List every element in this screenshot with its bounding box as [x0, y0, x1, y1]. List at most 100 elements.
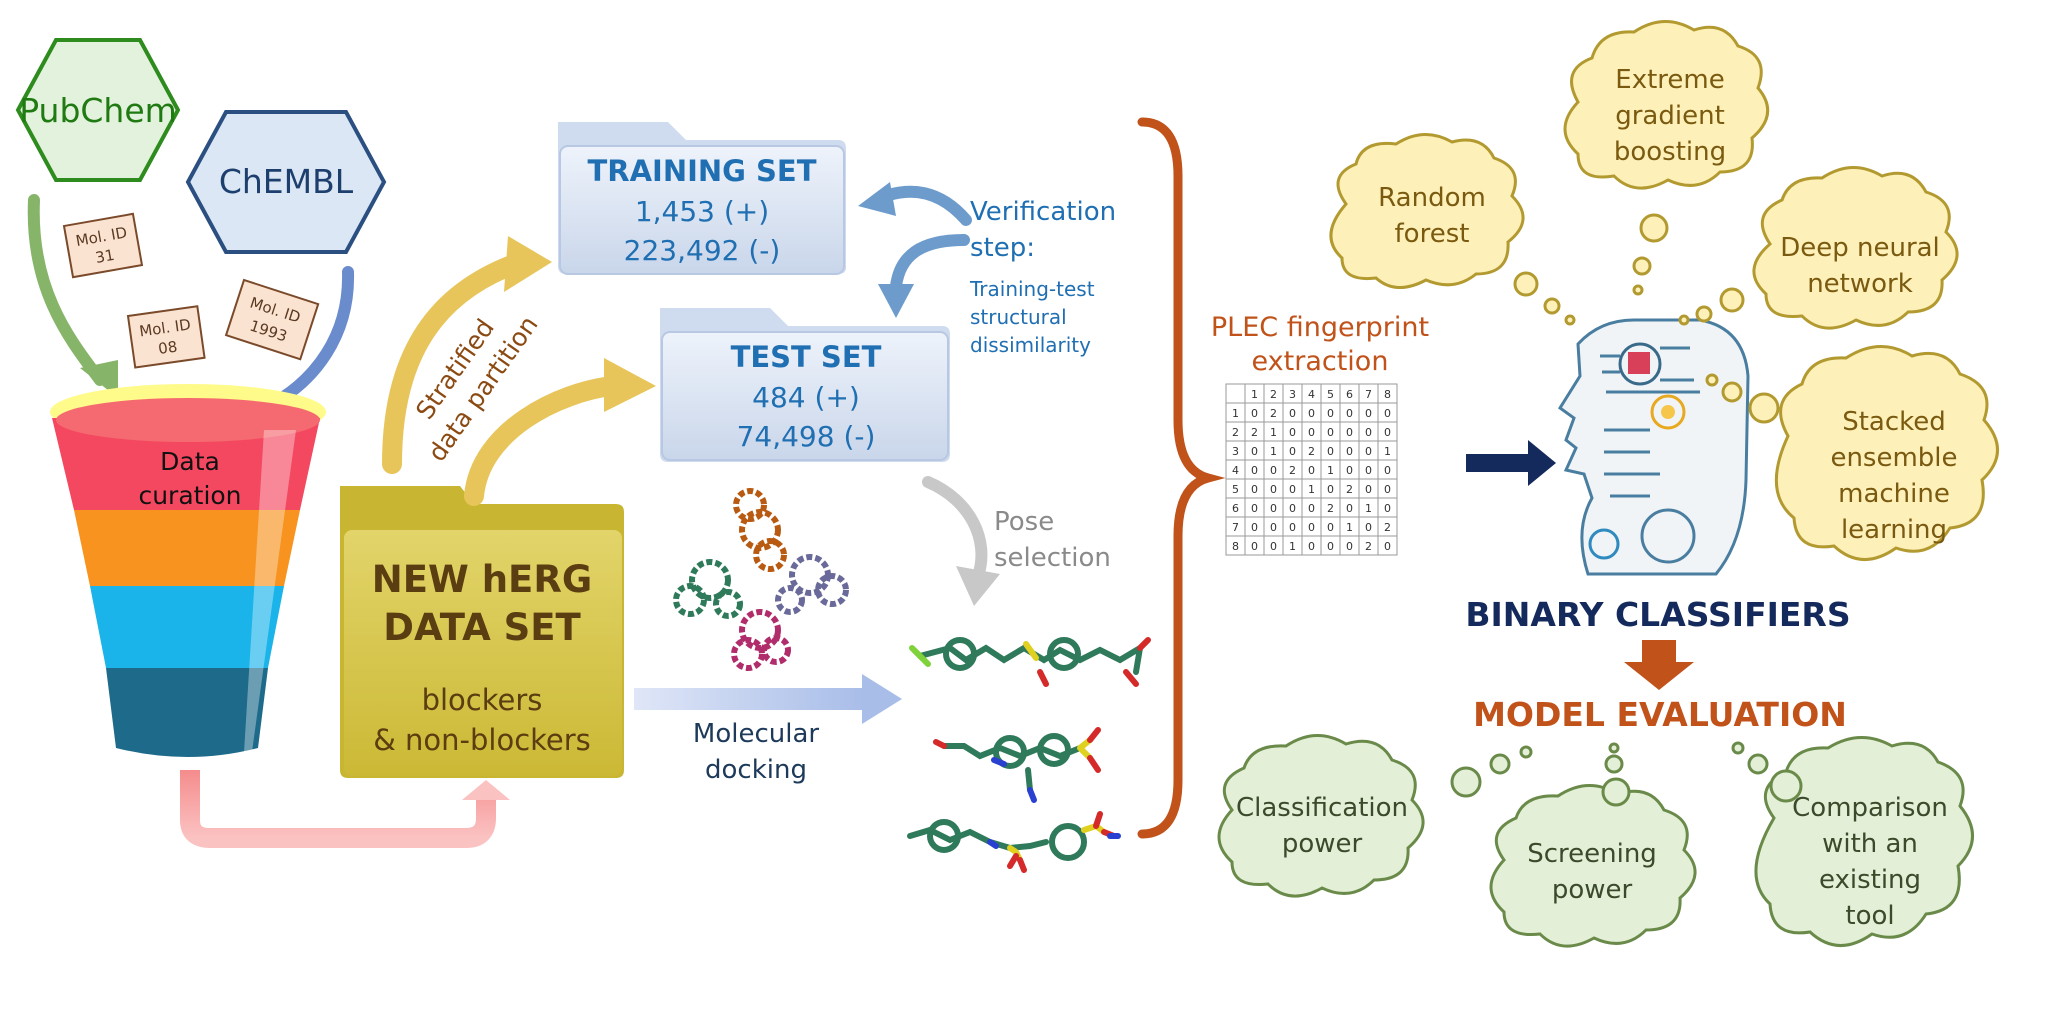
funnel-label-line2: curation — [138, 481, 241, 510]
xgboost-cloud: Extreme gradient boosting — [1563, 20, 1770, 190]
chembl-label: ChEMBL — [219, 162, 354, 201]
training-set-title: TRAINING SET — [587, 154, 816, 188]
plec-cell-value: 0 — [1327, 407, 1334, 420]
plec-cell-value: 0 — [1289, 483, 1296, 496]
plec-cell-value: 0 — [1251, 521, 1258, 534]
screening-power-cloud: Screening power — [1489, 784, 1697, 948]
plec-cell-value: 0 — [1365, 445, 1372, 458]
partition-arrow-upper — [382, 252, 530, 474]
plec-cell-value: 3 — [1232, 445, 1239, 458]
test-set-title: TEST SET — [731, 340, 882, 374]
plec-cell — [1225, 383, 1246, 404]
deep-neural-network-cloud: Deep neural network — [1752, 166, 1959, 330]
plec-cell-value: 0 — [1384, 502, 1391, 515]
partition-arrow-lower-head — [604, 358, 656, 412]
svg-text:step:: step: — [970, 233, 1035, 263]
svg-text:learning: learning — [1841, 515, 1947, 545]
plec-cell-value: 0 — [1365, 483, 1372, 496]
plec-cell-value: 2 — [1270, 388, 1277, 401]
plec-cell-value: 4 — [1232, 464, 1239, 477]
plec-cell-value: 8 — [1232, 540, 1239, 553]
dataset-sub-line1: blockers — [422, 683, 543, 717]
plec-cell-value: 2 — [1308, 445, 1315, 458]
plec-cell-value: 2 — [1384, 521, 1391, 534]
plec-cell-value: 0 — [1251, 464, 1258, 477]
verification-arrow-to-test — [890, 234, 970, 292]
svg-text:08: 08 — [157, 338, 178, 358]
svg-text:tool: tool — [1845, 901, 1894, 931]
plec-cell-value: 0 — [1289, 502, 1296, 515]
plec-cell-value: 5 — [1232, 483, 1239, 496]
plec-cell-value: 0 — [1346, 540, 1353, 553]
plec-cell-value: 0 — [1346, 464, 1353, 477]
plec-cell-value: 7 — [1365, 388, 1372, 401]
svg-text:machine: machine — [1838, 479, 1950, 509]
svg-text:PLEC fingerprint: PLEC fingerprint — [1211, 312, 1429, 343]
evaluation-thought-dots — [1450, 741, 1803, 807]
svg-text:network: network — [1807, 269, 1913, 299]
plec-cell-value: 1 — [1308, 483, 1315, 496]
svg-text:Classification: Classification — [1236, 793, 1408, 823]
plec-cell-value: 0 — [1327, 521, 1334, 534]
verification-arrow-to-training-head — [858, 182, 896, 216]
svg-text:Deep neural: Deep neural — [1780, 233, 1940, 263]
svg-text:with an: with an — [1822, 829, 1918, 859]
docking-arrow-shaft — [634, 688, 864, 710]
pubchem-arrow — [27, 194, 106, 386]
plec-cell-value: 0 — [1327, 483, 1334, 496]
svg-text:Stacked: Stacked — [1842, 407, 1946, 437]
test-set-positive: 484 (+) — [752, 381, 860, 414]
plec-cell-value: 0 — [1270, 464, 1277, 477]
dataset-title-line2: DATA SET — [383, 606, 581, 649]
test-set-folder: TEST SET 484 (+) 74,498 (-) — [660, 308, 950, 462]
classification-power-cloud: Classification power — [1217, 734, 1425, 898]
plec-cell-value: 2 — [1289, 464, 1296, 477]
svg-text:power: power — [1282, 829, 1363, 859]
pubchem-label: PubChem — [19, 91, 177, 130]
training-set-negative: 223,492 (-) — [624, 234, 781, 267]
plec-cell-value: 0 — [1251, 540, 1258, 553]
plec-cell-value: 0 — [1308, 464, 1315, 477]
pose-selection-arrowhead — [956, 566, 1000, 606]
plec-cell-value: 0 — [1308, 502, 1315, 515]
plec-cell-value: 2 — [1251, 426, 1258, 439]
verification-label: Verification step: Training-test structu… — [969, 197, 1116, 357]
plec-cell-value: 0 — [1270, 521, 1277, 534]
mol-id-note-1993: Mol. ID 1993 — [224, 278, 320, 361]
plec-cell-value: 0 — [1251, 407, 1258, 420]
plec-cell-value: 0 — [1365, 426, 1372, 439]
grouping-brace — [1137, 117, 1226, 839]
svg-text:Random: Random — [1378, 183, 1486, 213]
plec-cell-value: 0 — [1384, 540, 1391, 553]
plec-cell-value: 0 — [1346, 445, 1353, 458]
plec-cell-value: 2 — [1232, 426, 1239, 439]
plec-cell-value: 1 — [1346, 521, 1353, 534]
to-evaluation-arrow-head — [1624, 662, 1694, 690]
test-set-negative: 74,498 (-) — [737, 420, 876, 453]
svg-text:Pose: Pose — [994, 507, 1054, 537]
plec-cell-value: 0 — [1365, 464, 1372, 477]
plec-cell-value: 2 — [1365, 540, 1372, 553]
herg-protein-structure — [673, 488, 849, 671]
ligand-pose-2 — [933, 727, 1101, 803]
svg-text:Verification: Verification — [970, 197, 1116, 227]
training-set-folder: TRAINING SET 1,453 (+) 223,492 (-) — [558, 122, 846, 275]
plec-cell-value: 1 — [1270, 426, 1277, 439]
svg-text:docking: docking — [705, 755, 807, 785]
random-forest-cloud: Random forest — [1329, 133, 1525, 289]
plec-label: PLEC fingerprint extraction — [1211, 312, 1429, 377]
pubchem-hexagon: PubChem — [15, 38, 181, 182]
plec-cell-value: 0 — [1308, 407, 1315, 420]
plec-cell-value: 0 — [1251, 483, 1258, 496]
mol-id-note-08: Mol. ID 08 — [126, 305, 206, 369]
pubchem-arrowhead — [80, 360, 118, 398]
ligand-pose-3 — [907, 811, 1121, 873]
plec-cell-value: 0 — [1270, 502, 1277, 515]
svg-text:boosting: boosting — [1614, 137, 1726, 167]
ai-robot-head-icon — [1557, 318, 1750, 576]
plec-cell-value: 2 — [1270, 407, 1277, 420]
plec-cell-value: 0 — [1327, 445, 1334, 458]
plec-cell-value: 1 — [1365, 502, 1372, 515]
plec-cell-value: 1 — [1289, 540, 1296, 553]
